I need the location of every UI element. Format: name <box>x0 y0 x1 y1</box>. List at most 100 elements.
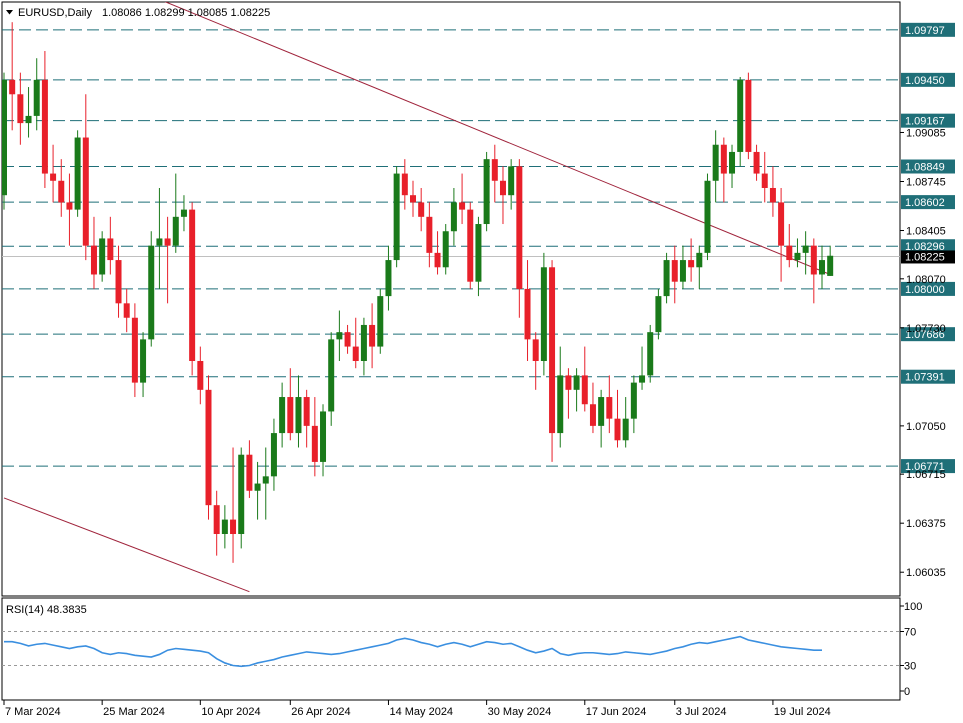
rsi-axis: 100 70 30 0 <box>900 601 922 698</box>
candle-body <box>418 202 425 217</box>
candle-body <box>213 505 220 535</box>
candlesticks <box>2 22 834 563</box>
candle-body <box>328 339 335 412</box>
level-label: 1.08602 <box>905 197 945 209</box>
candle-body <box>524 288 531 340</box>
candle-body <box>107 238 114 261</box>
candle-body <box>377 296 384 347</box>
candle-body <box>712 144 719 181</box>
candle-body <box>2 79 7 196</box>
chart-ohlc: 1.08086 1.08299 1.08085 1.08225 <box>102 7 270 19</box>
time-tick-label: 25 Mar 2024 <box>103 706 165 718</box>
candle-body <box>148 245 155 340</box>
candle-body <box>589 404 596 426</box>
candle-body <box>360 324 367 361</box>
candle-body <box>434 252 441 268</box>
candle-body <box>189 209 196 361</box>
candle-body <box>270 433 277 477</box>
candle-body <box>156 238 163 246</box>
level-label: 1.06771 <box>905 461 945 473</box>
candle-body <box>385 260 392 297</box>
candle-body <box>630 382 637 419</box>
rsi-title: RSI(14) 48.3835 <box>6 604 87 616</box>
price-tick-label: 1.07730 <box>906 323 946 335</box>
candle-body <box>164 238 171 246</box>
candle-body <box>311 425 318 462</box>
level-label: 1.07391 <box>905 372 945 384</box>
candle-body <box>320 411 327 462</box>
time-tick-label: 19 Jul 2024 <box>774 706 831 718</box>
candle-body <box>549 267 556 434</box>
candle-body <box>606 397 613 419</box>
candle-body <box>9 79 16 95</box>
candle-body <box>17 94 24 124</box>
candle-body <box>172 216 179 246</box>
time-tick-label: 17 Jun 2024 <box>586 706 647 718</box>
rsi-line <box>4 635 822 668</box>
trendline[interactable] <box>3 497 250 593</box>
candle-body <box>467 209 474 282</box>
rsi-tick-label: 0 <box>904 686 910 698</box>
level-label: 1.09797 <box>905 25 945 37</box>
price-tick-label: 1.09085 <box>906 127 946 139</box>
candle-body <box>663 260 670 297</box>
candle-body <box>557 375 564 434</box>
candle-body <box>532 339 539 361</box>
candle-body <box>352 346 359 361</box>
level-label-bg <box>901 22 955 37</box>
price-axis: 1.09085 1.08745 1.08405 1.08070 1.07730 1.070… <box>900 127 946 579</box>
candle-body <box>279 397 286 434</box>
level-label: 1.08296 <box>905 241 945 253</box>
candle-body <box>344 332 351 347</box>
candle-body <box>197 360 204 390</box>
rsi-tick-label: 100 <box>904 601 922 613</box>
candle-body <box>769 187 776 203</box>
chart-symbol: EURUSD,Daily <box>18 7 92 19</box>
candle-body <box>99 238 106 275</box>
price-tick-label: 1.08070 <box>906 274 946 286</box>
candle-body <box>41 79 48 174</box>
candle-body <box>655 296 662 333</box>
price-tick-label: 1.08405 <box>906 226 946 238</box>
candle-body <box>90 245 97 275</box>
candle-body <box>827 255 834 276</box>
candle-body <box>393 173 400 261</box>
candle-body <box>303 397 310 426</box>
level-label-bg <box>901 281 955 296</box>
candle-body <box>410 195 416 203</box>
candle-body <box>459 202 466 210</box>
price-tick-label: 1.06375 <box>906 518 946 530</box>
candle-body <box>58 180 65 203</box>
candle-body <box>704 180 711 253</box>
candle-body <box>82 137 89 246</box>
candle-body <box>25 115 32 124</box>
level-label: 1.08849 <box>905 162 945 174</box>
candle-body <box>786 245 793 261</box>
candle-body <box>688 260 695 268</box>
candle-body <box>180 209 187 217</box>
candle-body <box>401 173 408 196</box>
trendline[interactable] <box>4 0 831 275</box>
candle-body <box>639 375 646 383</box>
dropdown-arrow-icon[interactable] <box>6 10 13 15</box>
candle-body <box>647 332 654 376</box>
candle-body <box>369 324 376 347</box>
candle-body <box>246 454 253 491</box>
candle-body <box>442 231 449 268</box>
level-label-bg <box>901 72 955 87</box>
rsi-pane: 100 70 30 0 RSI(14) 48.3835 <box>1 597 922 701</box>
level-label-bg <box>901 327 955 342</box>
candle-body <box>753 151 760 174</box>
level-label-bg <box>901 239 955 254</box>
candle-body <box>33 79 40 116</box>
candle-body <box>205 389 212 506</box>
candle-body <box>115 260 122 304</box>
candle-body <box>74 137 81 210</box>
candle-body <box>573 375 580 390</box>
time-tick-label: 14 May 2024 <box>389 706 453 718</box>
horizontal-levels: 1.09797 1.09450 1.09167 1.08849 1.08602 1.082… <box>2 22 955 474</box>
rsi-tick-label: 70 <box>904 627 916 639</box>
time-tick-label: 7 Mar 2024 <box>5 706 61 718</box>
trendlines <box>3 0 831 593</box>
